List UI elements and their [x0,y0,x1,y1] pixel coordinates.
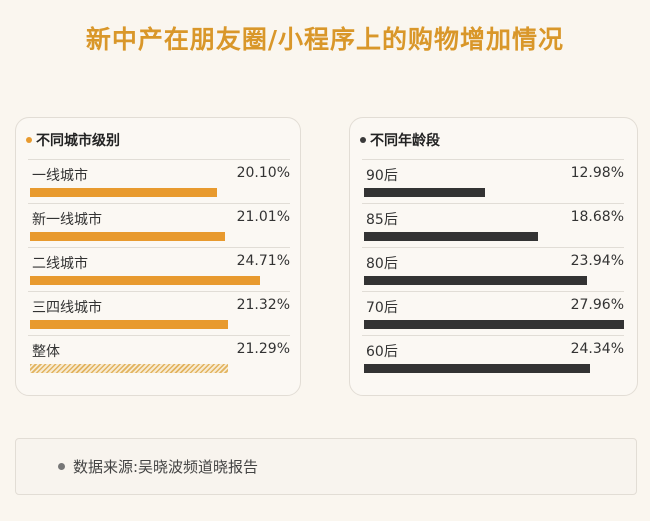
orange-dot-icon [26,137,32,143]
age-label: 70后 [366,300,398,316]
age-group-title: 不同年龄段 [370,133,440,149]
age-row: 90后 12.98% [362,159,624,204]
age-row: 70后 27.96% [362,291,624,336]
city-label: 新一线城市 [32,212,102,228]
age-bar [364,188,485,197]
city-row: 二线城市 24.71% [28,247,290,292]
city-bar [30,232,225,241]
city-label: 一线城市 [32,168,88,184]
dark-dot-icon [360,137,366,143]
city-label: 二线城市 [32,256,88,272]
age-bar [364,232,538,241]
city-bar [30,320,228,329]
overall-hatched-bar [30,364,228,373]
age-value: 27.96% [570,297,624,313]
age-value: 18.68% [570,209,624,225]
city-row: 一线城市 20.10% [28,159,290,204]
city-value: 20.10% [236,165,290,181]
age-label: 85后 [366,212,398,228]
city-label: 三四线城市 [32,300,102,316]
age-value: 23.94% [570,253,624,269]
age-row: 85后 18.68% [362,203,624,248]
page-title: 新中产在朋友圈/小程序上的购物增加情况 [85,25,565,54]
age-label: 60后 [366,344,398,360]
city-row: 新一线城市 21.01% [28,203,290,248]
age-value: 24.34% [570,341,624,357]
city-value: 21.01% [236,209,290,225]
city-label: 整体 [32,344,60,360]
age-label: 80后 [366,256,398,272]
age-bar [364,320,624,329]
city-tier-panel: 不同城市级别 一线城市 20.10% 新一线城市 21.01% 二线城市 24.… [15,117,301,396]
source-text: 数据来源:吴晓波频道晓报告 [73,458,259,476]
city-row: 三四线城市 21.32% [28,291,290,336]
city-bar [30,276,260,285]
age-bar [364,276,587,285]
age-value: 12.98% [570,165,624,181]
city-value: 24.71% [236,253,290,269]
city-tier-heading: 不同城市级别 [26,130,120,150]
city-value: 21.32% [236,297,290,313]
age-group-panel: 不同年龄段 90后 12.98% 85后 18.68% 80后 23.94% 7… [349,117,638,396]
age-row: 60后 24.34% [362,335,624,380]
source-footer: 数据来源:吴晓波频道晓报告 [15,438,637,495]
city-tier-title: 不同城市级别 [36,133,120,149]
bullet-dot-icon [58,463,65,470]
age-group-heading: 不同年龄段 [360,130,440,150]
city-value: 21.29% [236,341,290,357]
city-row-overall: 整体 21.29% [28,335,290,380]
age-row: 80后 23.94% [362,247,624,292]
age-bar [364,364,590,373]
age-label: 90后 [366,168,398,184]
city-bar [30,188,217,197]
